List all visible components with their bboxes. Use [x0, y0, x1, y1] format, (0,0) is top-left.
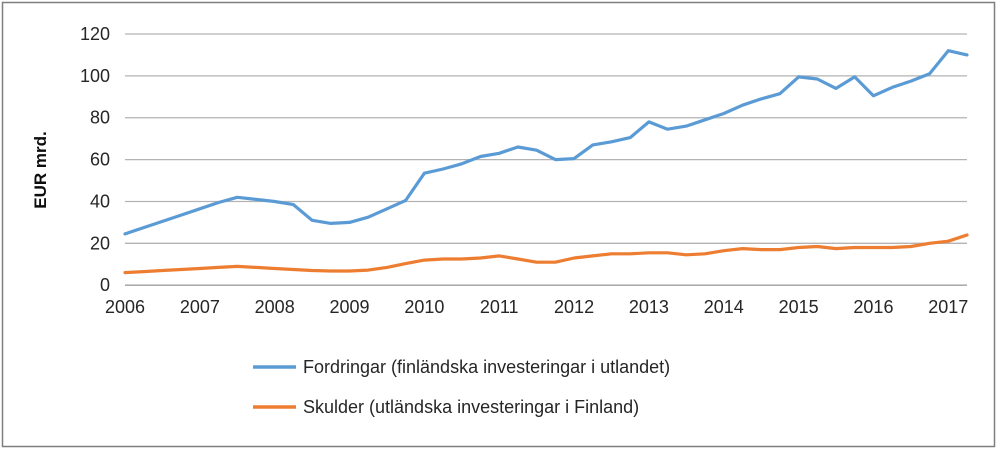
x-tick-label-2009: 2009 — [330, 297, 370, 317]
x-axis-tick-labels: 2006 2007 2008 2009 2010 2011 2012 2013 2014 2015… — [105, 297, 968, 317]
x-tick-label-2007: 2007 — [180, 297, 220, 317]
x-tick-label-2015: 2015 — [779, 297, 819, 317]
x-tick-label-2012: 2012 — [554, 297, 594, 317]
legend: Fordringar (finländska investeringar i u… — [253, 357, 670, 417]
gridlines — [125, 33, 967, 286]
x-tick-label-2008: 2008 — [255, 297, 295, 317]
x-tick-label-2011: 2011 — [480, 297, 519, 317]
y-tick-label-100: 100 — [80, 66, 110, 86]
legend-item-fordringar: Fordringar (finländska investeringar i u… — [253, 357, 670, 377]
y-tick-label-120: 120 — [80, 24, 110, 44]
y-tick-label-60: 60 — [90, 150, 110, 170]
y-tick-label-40: 40 — [90, 191, 110, 211]
x-tick-label-2014: 2014 — [704, 297, 744, 317]
series-line-fordringar — [123, 49, 969, 236]
x-tick-label-2010: 2010 — [404, 297, 444, 317]
legend-label: Skulder (utländska investeringar i Finla… — [303, 397, 639, 417]
legend-label: Fordringar (finländska investeringar i u… — [303, 357, 670, 377]
x-tick-label-2013: 2013 — [629, 297, 669, 317]
y-tick-label-80: 80 — [90, 108, 110, 128]
y-axis-tick-labels: 0 20 40 60 80 100 120 — [80, 24, 110, 295]
x-tick-label-2006: 2006 — [105, 297, 145, 317]
legend-item-skulder: Skulder (utländska investeringar i Finla… — [253, 397, 639, 417]
data-series — [123, 49, 969, 275]
x-tick-label-2016: 2016 — [853, 297, 893, 317]
y-tick-label-20: 20 — [90, 233, 110, 253]
series-line-skulder — [123, 233, 969, 275]
x-tick-label-2017: 2017 — [928, 297, 968, 317]
y-tick-label-0: 0 — [100, 275, 110, 295]
y-axis-title: EUR mrd. — [31, 131, 50, 208]
